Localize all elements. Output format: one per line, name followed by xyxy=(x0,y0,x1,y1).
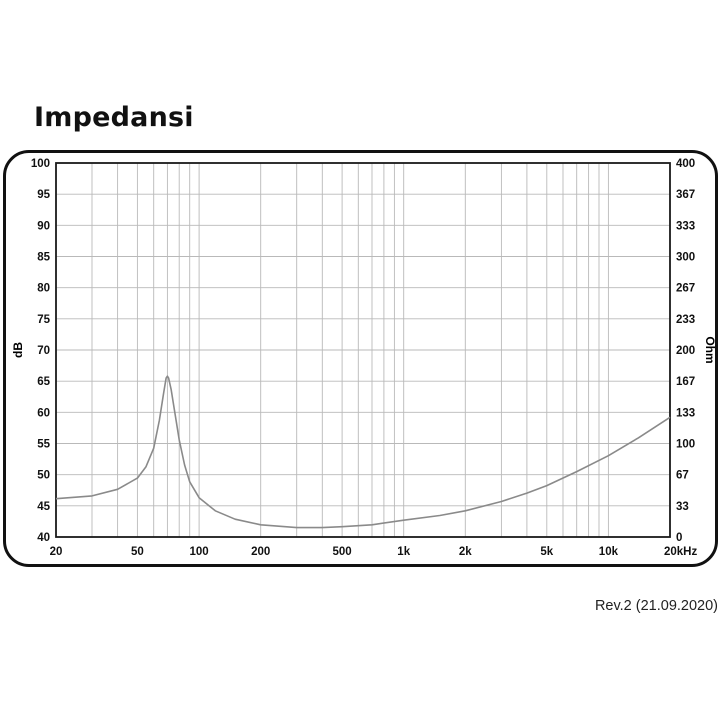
y-left-tick-label: 90 xyxy=(37,220,50,232)
y-left-tick-label: 80 xyxy=(37,283,50,295)
y-left-tick-labels: 100 95 90 85 80 75 70 65 60 55 50 45 40 xyxy=(31,158,51,544)
y-right-tick-labels: 400 367 333 300 267 233 200 167 133 100 67 33 0 xyxy=(676,158,695,544)
y-left-tick-label: 60 xyxy=(37,407,50,419)
x-tick-label: 20 xyxy=(50,546,63,558)
plot-border xyxy=(55,162,671,538)
y-left-tick-label: 85 xyxy=(37,252,50,264)
page-title: Impedansi xyxy=(34,102,194,133)
series-layer xyxy=(55,375,671,529)
y-right-tick-label: 33 xyxy=(676,501,689,513)
y-right-tick-label: 233 xyxy=(676,314,695,326)
y-right-tick-label: 167 xyxy=(676,376,695,388)
x-tick-label: 5k xyxy=(540,546,553,558)
x-tick-label: 50 xyxy=(131,546,144,558)
y-right-tick-label: 267 xyxy=(676,283,695,295)
y-right-tick-label: 367 xyxy=(676,189,695,201)
x-tick-label: 100 xyxy=(190,546,209,558)
y-right-tick-label: 0 xyxy=(676,532,682,544)
impedance-curve xyxy=(55,375,671,529)
y-left-tick-label: 55 xyxy=(37,439,50,451)
y-left-tick-label: 45 xyxy=(37,501,50,513)
y-left-tick-label: 95 xyxy=(37,189,50,201)
y-right-tick-label: 333 xyxy=(676,220,695,232)
y-right-tick-label: 400 xyxy=(676,158,695,170)
y-left-tick-label: 50 xyxy=(37,470,50,482)
y-left-tick-label: 40 xyxy=(37,532,50,544)
y-left-tick-label: 75 xyxy=(37,314,50,326)
x-tick-label: 20kHz xyxy=(664,546,697,558)
y-left-tick-label: 100 xyxy=(31,158,50,170)
x-tick-label: 2k xyxy=(459,546,472,558)
y-left-tick-label: 65 xyxy=(37,376,50,388)
revision-note: Rev.2 (21.09.2020) xyxy=(594,598,718,614)
y-right-tick-label: 67 xyxy=(676,470,689,482)
y-right-tick-label: 200 xyxy=(676,345,695,357)
y-left-axis-label: dB xyxy=(11,342,25,358)
chart-frame xyxy=(3,150,718,567)
grid-lines xyxy=(56,163,670,537)
y-right-tick-label: 100 xyxy=(676,439,695,451)
y-right-tick-label: 133 xyxy=(676,407,695,419)
y-right-tick-label: 300 xyxy=(676,252,695,264)
y-left-tick-label: 70 xyxy=(37,345,50,357)
x-tick-label: 1k xyxy=(397,546,410,558)
x-tick-labels: 20 50 100 200 500 1k 2k 5k 10k 20kHz xyxy=(50,546,698,558)
y-right-axis-label: Ohm xyxy=(703,336,717,363)
x-tick-label: 10k xyxy=(599,546,619,558)
x-tick-label: 200 xyxy=(251,546,270,558)
x-tick-label: 500 xyxy=(333,546,352,558)
